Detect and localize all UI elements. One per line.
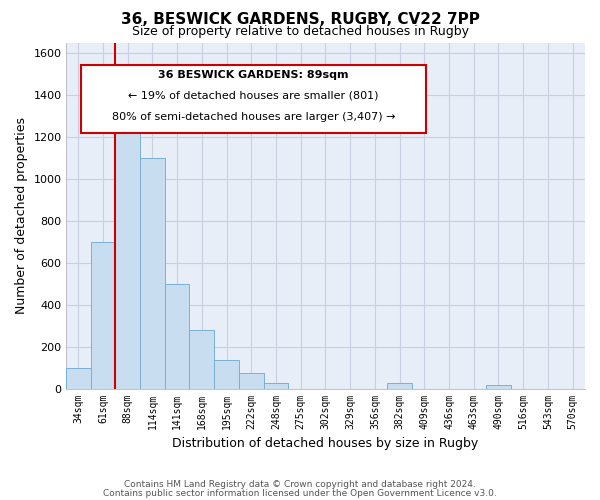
Text: ← 19% of detached houses are smaller (801): ← 19% of detached houses are smaller (80… — [128, 91, 379, 101]
Text: 80% of semi-detached houses are larger (3,407) →: 80% of semi-detached houses are larger (… — [112, 112, 395, 122]
Text: Contains public sector information licensed under the Open Government Licence v3: Contains public sector information licen… — [103, 489, 497, 498]
Text: Size of property relative to detached houses in Rugby: Size of property relative to detached ho… — [131, 25, 469, 38]
Bar — [165, 284, 190, 389]
Bar — [239, 374, 263, 389]
Text: 36 BESWICK GARDENS: 89sqm: 36 BESWICK GARDENS: 89sqm — [158, 70, 349, 80]
Bar — [486, 385, 511, 389]
Bar — [387, 383, 412, 389]
Bar — [91, 242, 115, 389]
Bar — [214, 360, 239, 389]
Bar — [140, 158, 165, 389]
Bar — [115, 108, 140, 389]
X-axis label: Distribution of detached houses by size in Rugby: Distribution of detached houses by size … — [172, 437, 479, 450]
Bar — [190, 330, 214, 389]
Bar — [263, 383, 289, 389]
Bar — [66, 368, 91, 389]
Text: Contains HM Land Registry data © Crown copyright and database right 2024.: Contains HM Land Registry data © Crown c… — [124, 480, 476, 489]
Y-axis label: Number of detached properties: Number of detached properties — [15, 118, 28, 314]
Text: 36, BESWICK GARDENS, RUGBY, CV22 7PP: 36, BESWICK GARDENS, RUGBY, CV22 7PP — [121, 12, 479, 28]
